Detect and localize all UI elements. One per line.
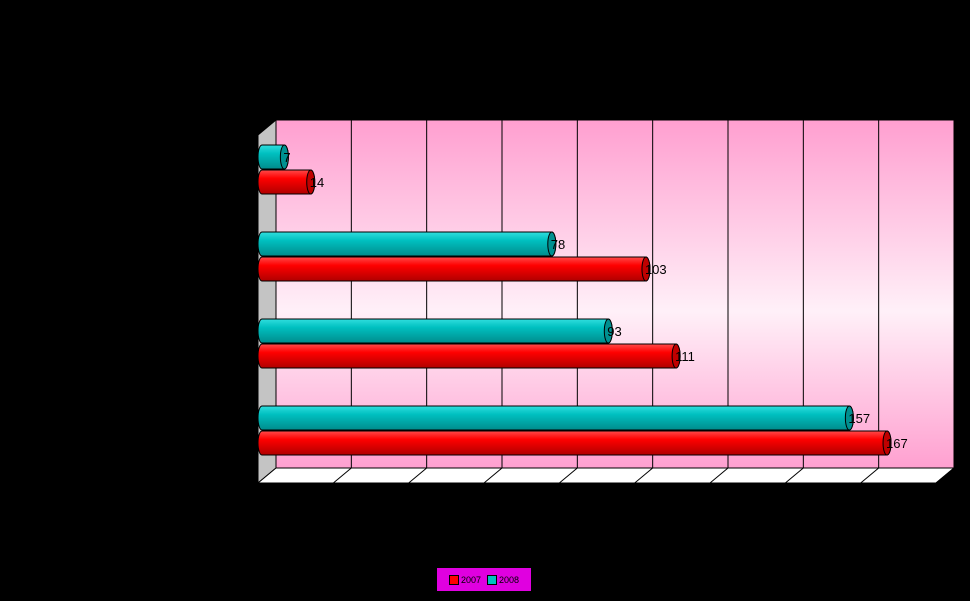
bar-2008 (257, 231, 557, 257)
data-label-2008: 78 (551, 237, 565, 252)
legend-swatch-2007 (448, 574, 459, 585)
bar-2007 (257, 169, 316, 195)
floor-gridline (333, 467, 352, 484)
bar-cap-2008 (547, 231, 557, 257)
bar-2007 (257, 256, 651, 282)
floor-gridline (634, 467, 653, 484)
bar-2007 (257, 430, 892, 456)
data-label-2008: 157 (848, 411, 870, 426)
data-label-2007: 167 (886, 436, 908, 451)
data-label-2008: 93 (607, 324, 621, 339)
data-label-2007: 103 (645, 262, 667, 277)
bar-2007 (257, 343, 681, 369)
floor-gridline (709, 467, 729, 484)
bar-cap-2007 (882, 430, 892, 456)
legend-swatch-2008 (487, 574, 497, 585)
bar-cap-2008 (279, 144, 289, 170)
floor-gridline (785, 467, 804, 484)
bar-2008 (257, 318, 613, 344)
bar-cap-2007 (641, 256, 651, 282)
bar-cap-2007 (306, 169, 316, 195)
data-label-2007: 14 (310, 175, 324, 190)
data-labels-group: 7 14 78 103 93 111 157 167 (283, 150, 907, 451)
bar-cap-2007 (671, 343, 681, 369)
floor (256, 467, 956, 484)
legend-item-2008: 2008 (487, 574, 520, 585)
bar-cap-2008 (844, 405, 854, 431)
floor-gridline (483, 467, 503, 484)
floor-gridline (935, 467, 955, 484)
legend-label-2008: 2008 (499, 574, 520, 585)
data-label-2008: 7 (283, 150, 290, 165)
floor-gridline (860, 467, 879, 484)
floor-gridline (559, 467, 578, 484)
bar-2008 (257, 405, 854, 431)
floor-gridline (408, 467, 427, 484)
legend-label-2007: 2007 (460, 574, 481, 585)
data-label-2007: 111 (675, 349, 695, 364)
bars-group (257, 144, 892, 456)
legend: 2007 2008 (437, 568, 531, 591)
legend-item-2007: 2007 (448, 574, 481, 585)
bar-cap-2008 (603, 318, 613, 344)
